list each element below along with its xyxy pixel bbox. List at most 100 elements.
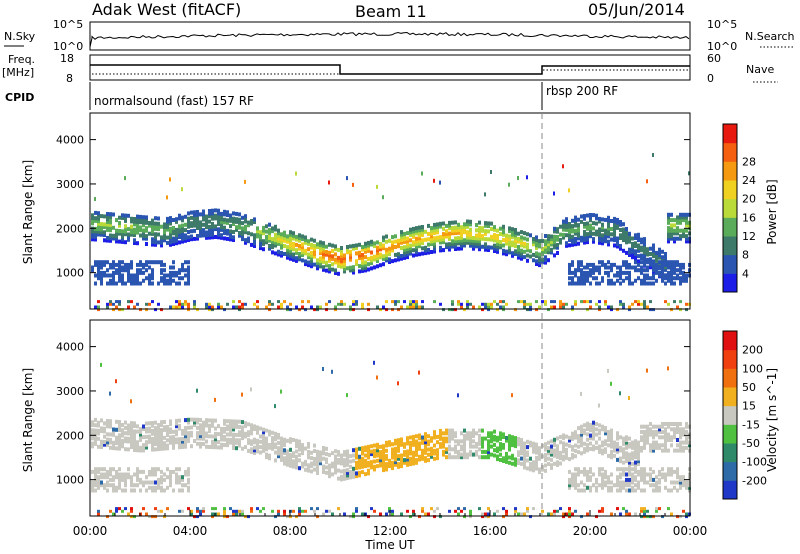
data-cell <box>655 440 658 445</box>
noise-cell <box>121 509 124 513</box>
data-cell <box>610 281 613 286</box>
data-cell <box>142 217 145 222</box>
data-cell <box>643 438 646 442</box>
data-cell <box>337 452 340 457</box>
data-cell <box>553 240 556 245</box>
data-cell <box>571 431 574 436</box>
data-cell <box>112 233 115 238</box>
noise-cell <box>334 305 337 309</box>
data-cell <box>112 262 115 267</box>
data-cell <box>187 270 190 275</box>
data-cell <box>595 276 598 281</box>
data-cell <box>151 276 154 281</box>
data-cell <box>223 427 226 431</box>
data-cell <box>106 220 109 224</box>
noise-cell <box>484 515 487 519</box>
data-cell <box>676 262 679 267</box>
noise-cell <box>301 509 304 513</box>
data-cell <box>223 435 226 439</box>
data-cell <box>628 250 631 255</box>
data-cell <box>616 220 619 225</box>
data-cell <box>652 268 655 273</box>
data-cell <box>253 440 256 445</box>
data-cell <box>169 472 172 477</box>
data-cell <box>256 229 259 234</box>
data-cell <box>232 438 235 442</box>
data-cell <box>586 232 589 237</box>
data-cell <box>682 480 685 485</box>
noise-cell <box>484 302 487 306</box>
scatter-cell <box>352 182 354 187</box>
data-cell <box>664 254 667 259</box>
data-cell <box>367 240 370 245</box>
data-cell <box>412 442 415 447</box>
ytick-label: 4000 <box>56 134 84 147</box>
data-cell <box>343 253 346 258</box>
data-cell <box>463 439 466 444</box>
data-cell <box>625 262 628 267</box>
data-cell <box>445 449 448 454</box>
data-cell <box>601 472 604 477</box>
data-cell <box>232 424 235 429</box>
data-cell <box>553 440 556 445</box>
noise-cell <box>502 515 505 519</box>
data-cell <box>682 262 685 267</box>
data-cell <box>664 440 667 445</box>
noise-cell <box>238 300 241 304</box>
data-cell <box>574 430 577 435</box>
data-cell <box>391 447 394 452</box>
data-cell <box>430 234 433 239</box>
noise-cell <box>676 515 679 519</box>
data-cell <box>505 457 508 462</box>
data-cell <box>616 270 619 275</box>
data-cell <box>565 455 568 460</box>
data-cell <box>622 439 625 444</box>
data-cell <box>667 273 670 278</box>
data-cell <box>304 235 307 240</box>
data-cell <box>637 262 640 267</box>
data-cell <box>301 237 304 242</box>
data-cell <box>388 260 391 264</box>
data-cell <box>439 434 442 439</box>
data-cell <box>283 236 286 240</box>
nsearch-tick-top: 10^5 <box>707 18 737 31</box>
data-cell <box>349 249 352 254</box>
data-cell <box>139 445 142 450</box>
noise-cell <box>574 302 577 306</box>
data-cell <box>433 430 436 435</box>
data-cell <box>592 426 595 430</box>
data-cell <box>202 222 205 227</box>
data-cell <box>157 433 160 438</box>
data-cell <box>208 429 211 433</box>
data-cell <box>337 476 340 481</box>
data-cell <box>478 247 481 252</box>
data-cell <box>532 447 535 451</box>
data-cell <box>502 232 505 237</box>
data-cell <box>106 225 109 230</box>
data-cell <box>589 485 592 490</box>
data-cell <box>268 429 271 434</box>
data-cell <box>196 218 199 222</box>
data-cell <box>679 475 682 480</box>
data-cell <box>373 241 376 246</box>
data-cell <box>553 461 556 466</box>
data-cell <box>139 477 142 482</box>
data-cell <box>247 422 250 427</box>
noise-cell <box>337 302 340 306</box>
data-cell <box>607 435 610 440</box>
data-cell <box>658 266 661 271</box>
data-cell <box>358 465 361 470</box>
data-cell <box>337 263 340 268</box>
data-cell <box>499 226 502 231</box>
data-cell <box>571 240 574 245</box>
data-cell <box>568 262 571 267</box>
data-cell <box>187 238 190 242</box>
data-cell <box>328 269 331 274</box>
data-cell <box>154 224 157 229</box>
data-cell <box>382 457 385 462</box>
data-cell <box>334 244 337 249</box>
data-cell <box>610 431 613 436</box>
data-cell <box>643 250 646 255</box>
